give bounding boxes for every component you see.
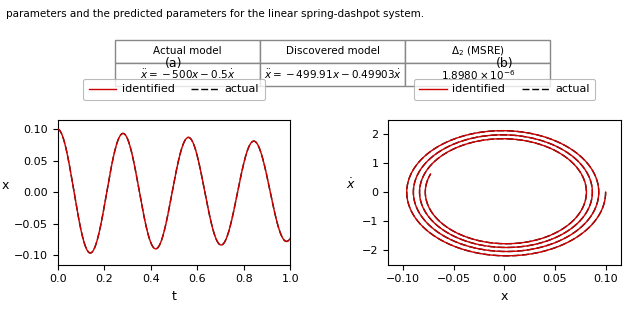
Text: parameters and the predicted parameters for the linear spring-dashpot system.: parameters and the predicted parameters … [6, 9, 424, 20]
X-axis label: x: x [500, 290, 508, 303]
Legend: identified, actual: identified, actual [413, 79, 595, 100]
X-axis label: t: t [172, 290, 177, 303]
Title: (a): (a) [165, 57, 182, 70]
Y-axis label: x: x [2, 179, 9, 192]
Title: (b): (b) [495, 57, 513, 70]
Y-axis label: $\dot{x}$: $\dot{x}$ [346, 178, 356, 192]
Legend: identified, actual: identified, actual [83, 79, 265, 100]
